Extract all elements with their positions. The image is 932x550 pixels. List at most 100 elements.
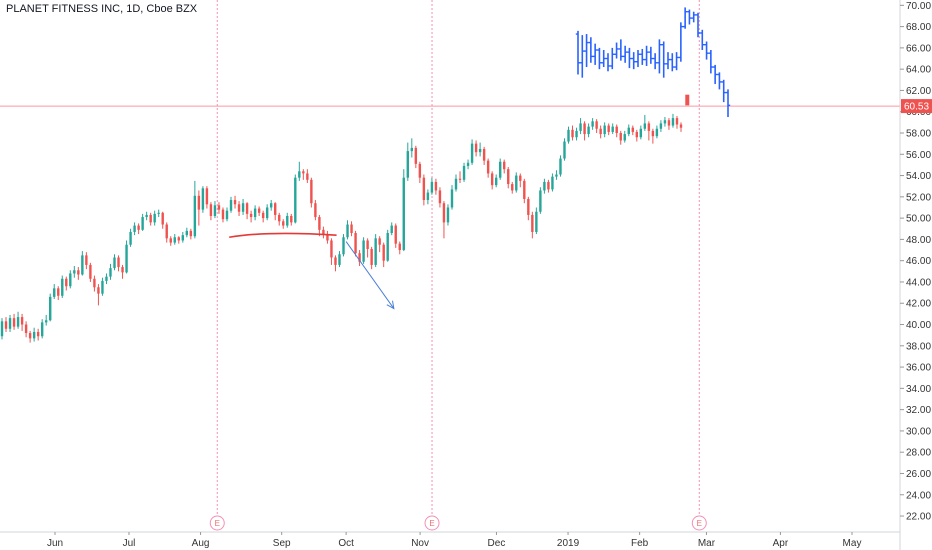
time-tick-label: Apr — [773, 538, 789, 549]
candle-body — [197, 195, 201, 210]
candle — [157, 209, 160, 218]
ohlc-bar — [712, 64, 718, 85]
candle — [318, 214, 321, 237]
candle — [77, 267, 80, 280]
candle — [117, 255, 120, 272]
candle-body — [599, 128, 602, 135]
price-tick-label: 36.00 — [906, 363, 931, 374]
price-tick-label: 46.00 — [906, 256, 931, 267]
candle — [631, 125, 634, 136]
candle-body — [229, 200, 233, 211]
time-tick-label: Aug — [192, 538, 210, 549]
candle — [595, 119, 598, 133]
candle-body — [53, 288, 56, 297]
candle — [8, 314, 12, 332]
candle — [165, 222, 168, 243]
price-tick-label: 22.00 — [906, 512, 931, 523]
ohlc-bar — [575, 30, 581, 75]
candle-body — [161, 212, 164, 225]
price-tag-background — [901, 99, 932, 114]
candle — [81, 251, 84, 276]
candle-body — [177, 237, 180, 241]
candle — [221, 207, 225, 223]
candle-body — [213, 205, 217, 216]
candle-body — [398, 243, 401, 251]
ohlc-bar — [588, 37, 594, 63]
candle — [193, 180, 197, 239]
ohlc-bar — [700, 29, 705, 51]
candle-body — [535, 211, 538, 232]
earnings-icon — [209, 515, 225, 531]
candle-body — [482, 148, 486, 161]
candle-body — [450, 189, 454, 208]
price-tag-label: 60.53 — [904, 102, 929, 113]
candle-body — [579, 123, 582, 131]
price-axis[interactable]: 22.00 24.00 26.00 28.00 30.00 32.00 34.00 36.00… — [899, 0, 932, 550]
candle-body — [366, 240, 369, 249]
candle-body — [61, 278, 64, 296]
time-tick-label: Sep — [273, 538, 291, 549]
candle-body — [302, 171, 305, 174]
candle — [470, 139, 474, 165]
candle — [201, 186, 205, 213]
candle — [547, 179, 550, 193]
candle — [494, 174, 498, 188]
candle — [478, 142, 482, 157]
candle — [330, 238, 333, 265]
candle-body — [269, 203, 273, 208]
ohlc-bar — [644, 45, 649, 66]
ohlc-bar — [592, 43, 598, 65]
candle — [334, 255, 337, 272]
price-tick-label: 52.00 — [906, 192, 931, 203]
candle — [133, 222, 136, 236]
candle-body — [454, 178, 458, 190]
candle-body — [559, 158, 562, 175]
candle — [265, 204, 269, 221]
price-tick-label: 44.00 — [906, 277, 931, 288]
candle — [40, 319, 44, 339]
candle-body — [0, 321, 4, 337]
price-tick-label: 32.00 — [906, 405, 931, 416]
ohlc-bar — [640, 48, 645, 65]
candle — [386, 229, 389, 262]
candle — [422, 174, 426, 206]
candle — [145, 211, 148, 221]
candle-body — [631, 127, 634, 132]
candle — [20, 313, 24, 331]
candle-body — [121, 267, 124, 273]
candle-body — [294, 177, 297, 223]
candle — [679, 122, 683, 132]
candle-body — [298, 171, 301, 178]
candle-body — [470, 143, 474, 163]
candle-body — [547, 181, 550, 190]
time-axis[interactable]: Jun Jul Aug Sep Oct Nov Dec 2019 Feb Mar Apr May — [0, 531, 900, 549]
price-tick-label: 68.00 — [906, 22, 931, 33]
candle-body — [531, 214, 534, 232]
candle-body — [181, 235, 185, 241]
candle — [466, 159, 470, 170]
candle — [390, 222, 393, 236]
candle-body — [12, 318, 16, 327]
candle-body — [378, 238, 381, 245]
candle-body — [507, 169, 510, 185]
candle — [137, 223, 140, 235]
candle-body — [157, 212, 160, 214]
chart-title: PLANET FITNESS INC, 1D, Cboe BZX — [6, 3, 198, 15]
candle — [302, 169, 305, 180]
candle-body — [32, 331, 36, 339]
candle — [394, 223, 397, 248]
candle-body — [386, 233, 389, 261]
candle-body — [286, 215, 289, 226]
candle-body — [173, 237, 176, 243]
candle-body — [185, 230, 189, 236]
candle — [57, 286, 60, 301]
candle — [28, 330, 32, 343]
candle — [109, 263, 112, 280]
candle-body — [314, 203, 317, 218]
candle-body — [627, 127, 630, 135]
candle — [129, 228, 132, 247]
candle-body — [346, 224, 349, 238]
candle — [587, 123, 590, 138]
